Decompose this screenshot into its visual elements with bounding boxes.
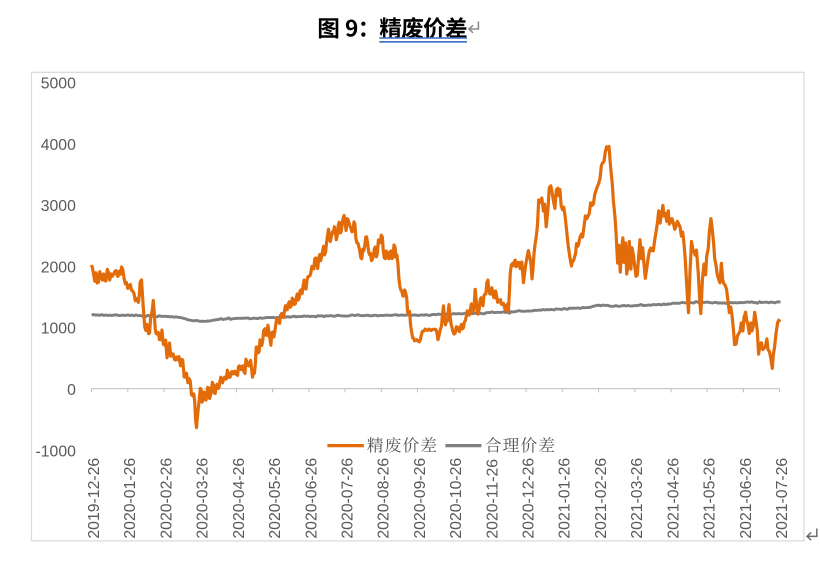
- svg-text:3000: 3000: [41, 198, 76, 215]
- svg-text:5000: 5000: [41, 76, 76, 93]
- svg-text:2021-04-26: 2021-04-26: [665, 458, 682, 539]
- svg-text:2020-01-26: 2020-01-26: [122, 458, 139, 539]
- svg-text:2021-01-26: 2021-01-26: [557, 458, 574, 539]
- svg-text:2019-12-26: 2019-12-26: [86, 458, 103, 539]
- svg-text:1000: 1000: [41, 321, 76, 338]
- svg-text:2020-02-26: 2020-02-26: [158, 458, 175, 539]
- svg-text:2020-10-26: 2020-10-26: [448, 458, 465, 539]
- svg-text:2020-08-26: 2020-08-26: [376, 458, 393, 539]
- svg-text:2020-04-26: 2020-04-26: [231, 458, 248, 539]
- svg-text:2021-05-26: 2021-05-26: [702, 458, 719, 539]
- svg-text:2020-06-26: 2020-06-26: [303, 458, 320, 539]
- svg-text:4000: 4000: [41, 137, 76, 154]
- svg-text:2021-02-26: 2021-02-26: [593, 458, 610, 539]
- svg-text:2021-03-26: 2021-03-26: [629, 458, 646, 539]
- svg-text:0: 0: [67, 382, 76, 399]
- svg-text:2021-06-26: 2021-06-26: [738, 458, 755, 539]
- svg-text:2000: 2000: [41, 259, 76, 276]
- svg-text:-1000: -1000: [35, 443, 76, 460]
- svg-text:2020-05-26: 2020-05-26: [267, 458, 284, 539]
- svg-text:2020-09-26: 2020-09-26: [412, 458, 429, 539]
- svg-text:2020-11-26: 2020-11-26: [484, 459, 501, 539]
- svg-text:2020-03-26: 2020-03-26: [195, 458, 212, 539]
- svg-text:2020-12-26: 2020-12-26: [521, 458, 538, 539]
- svg-text:2020-07-26: 2020-07-26: [340, 458, 357, 539]
- svg-text:2021-07-26: 2021-07-26: [774, 458, 791, 539]
